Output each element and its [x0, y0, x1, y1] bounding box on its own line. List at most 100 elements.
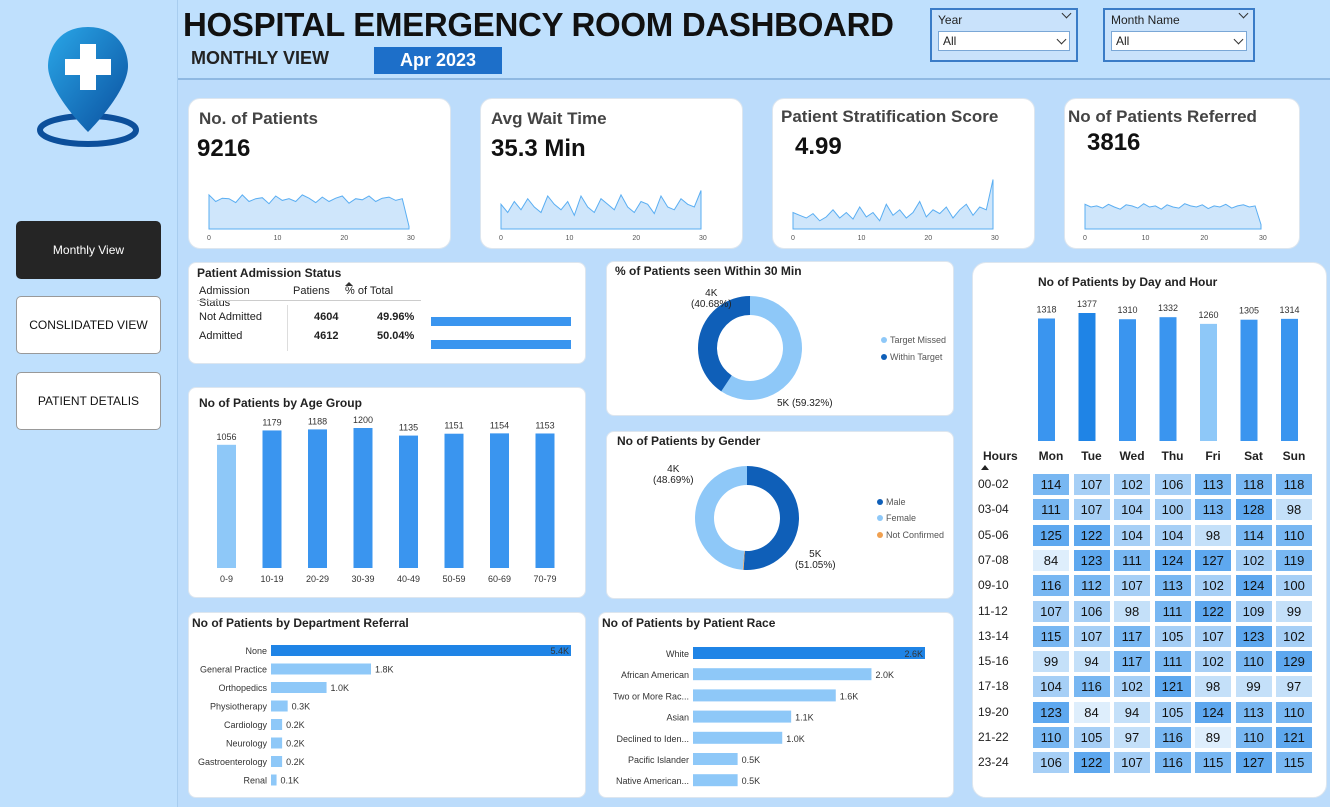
bar-value-label: 0.1K	[281, 776, 300, 786]
heatmap-cell: 124	[1154, 549, 1191, 571]
heatmap-cell: 105	[1073, 727, 1110, 748]
year-slicer[interactable]: Year All	[930, 8, 1078, 62]
hours-header: Hours	[983, 449, 1018, 463]
heatmap-cell: 113	[1235, 701, 1272, 723]
heatmap-cell: 104	[1114, 499, 1150, 521]
heatmap-cell: 127	[1235, 752, 1272, 774]
bar-category-label: Gastroenterology	[198, 757, 268, 767]
age-group-card: No of Patients by Age Group 1056 0-9 1179 1…	[188, 387, 586, 598]
age-group-category-label: 40-49	[397, 574, 420, 584]
heatmap-cell: 107	[1114, 752, 1150, 774]
age-group-bar	[444, 433, 464, 568]
within-30-donut	[698, 296, 802, 400]
header: HOSPITAL EMERGENCY ROOM DASHBOARD MONTHL…	[178, 0, 1330, 80]
patient-race-chart: White 2.6K African American 2.0K Two or More…	[613, 647, 925, 787]
heatmap-cell: 100	[1154, 499, 1191, 521]
heatmap-cell: 123	[1235, 625, 1272, 647]
heatmap-cell: 98	[1195, 524, 1231, 546]
day-total-bar	[1119, 319, 1136, 441]
heatmap-cell: 104	[1154, 524, 1191, 546]
bar-value-label: 2.0K	[875, 670, 894, 680]
bar	[693, 731, 783, 744]
sort-icon[interactable]	[981, 465, 989, 470]
age-group-category-label: 20-29	[306, 574, 329, 584]
nav-monthly-view-button[interactable]: Monthly View	[16, 221, 161, 279]
age-group-value-label: 1154	[490, 420, 509, 430]
heatmap-cell: 116	[1154, 727, 1191, 748]
heatmap-cell: 94	[1073, 651, 1110, 673]
heatmap-cell: 124	[1195, 701, 1231, 723]
card-title: No of Patients by Gender	[617, 434, 761, 448]
legend-item[interactable]: Male	[877, 497, 906, 507]
legend-item[interactable]: Female	[877, 513, 916, 523]
heatmap-cell: 107	[1073, 474, 1110, 495]
bar-value-label: 0.5K	[742, 776, 761, 786]
month-select[interactable]: All	[1111, 31, 1247, 51]
heatmap-cell: 116	[1073, 676, 1110, 698]
age-group-value-label: 1151	[444, 421, 463, 431]
heatmap-cell: 99	[1235, 676, 1272, 698]
age-group-bar	[217, 444, 236, 568]
heatmap-cell: 115	[1033, 625, 1069, 647]
donut-slice-female	[694, 466, 747, 570]
donut-label: 4K	[705, 288, 718, 299]
sparkline-tick-label: 0	[1083, 235, 1087, 242]
heatmap-cell: 84	[1033, 549, 1069, 571]
legend-item[interactable]: Within Target	[881, 352, 942, 362]
month-slicer[interactable]: Month Name All	[1103, 8, 1255, 62]
sparkline-area	[1084, 203, 1262, 230]
kpi-value: 35.3 Min	[491, 135, 586, 162]
bar-value-label: 1.0K	[786, 734, 805, 744]
kpi-wait-time-card: Avg Wait Time 35.3 Min 0 10 20 30	[480, 98, 743, 249]
page-subtitle: MONTHLY VIEW	[191, 48, 330, 68]
heatmap-cell: 129	[1276, 651, 1312, 673]
legend-item[interactable]: Not Confirmed	[877, 530, 944, 540]
bar	[271, 774, 277, 786]
chevron-down-icon[interactable]	[1238, 8, 1249, 19]
bar-value-label: 0.2K	[286, 739, 305, 749]
legend-item[interactable]: Target Missed	[881, 335, 946, 345]
heatmap-cell: 128	[1235, 499, 1272, 521]
card-title: No of Patients by Patient Race	[602, 616, 776, 630]
sidebar: Monthly View CONSLIDATED VIEW PATIENT DE…	[0, 0, 178, 807]
heatmap-cell: 102	[1114, 676, 1150, 698]
sparkline-tick-label: 0	[499, 235, 503, 242]
heatmap-cell: 114	[1235, 524, 1272, 546]
day-header: Mon	[1038, 449, 1064, 463]
kpi-title: No. of Patients	[199, 109, 319, 128]
sort-icon[interactable]	[345, 282, 353, 286]
nav-patient-details-button[interactable]: PATIENT DETALIS	[16, 372, 161, 430]
age-group-bar	[353, 428, 373, 568]
heatmap-cell: 113	[1195, 499, 1231, 521]
year-select[interactable]: All	[938, 31, 1070, 51]
admission-bar-admitted	[431, 340, 571, 349]
sparkline-tick-label: 30	[991, 235, 999, 242]
heatmap-cell: 118	[1235, 474, 1272, 495]
hour-label: 03-04	[978, 502, 1009, 517]
day-total-label: 1305	[1239, 306, 1259, 316]
heatmap-cell: 122	[1073, 524, 1110, 546]
heatmap-cell: 122	[1195, 600, 1231, 622]
heatmap-cell: 106	[1154, 474, 1191, 495]
day-total-label: 1377	[1077, 299, 1097, 309]
bar-value-label: 2.6K	[904, 649, 923, 659]
heatmap-cell: 109	[1235, 600, 1272, 622]
kpi-title: No of Patients Referred	[1068, 107, 1257, 126]
hour-label: 00-02	[978, 477, 1009, 491]
day-header: Wed	[1119, 449, 1145, 463]
bar-value-label: 0.2K	[286, 720, 305, 730]
heatmap-cell: 99	[1033, 651, 1069, 673]
donut-label: (51.05%)	[795, 560, 836, 571]
age-group-chart: 1056 0-9 1179 10-19 1188 20-29 1200 30-39 1135 40…	[216, 415, 556, 584]
admission-status-card: Patient Admission Status Admission Statu…	[188, 262, 586, 364]
heatmap-cell: 97	[1114, 727, 1150, 748]
nav-consolidated-view-button[interactable]: CONSLIDATED VIEW	[16, 296, 161, 354]
bar-category-label: White	[666, 649, 689, 659]
sparkline-tick-label: 20	[1200, 235, 1208, 242]
col-header: % of Total	[345, 285, 394, 297]
heatmap-cell: 89	[1195, 727, 1231, 748]
heatmap-cell: 107	[1195, 625, 1231, 647]
chevron-down-icon[interactable]	[1061, 8, 1072, 19]
heatmap-cell: 98	[1195, 676, 1231, 698]
bar	[271, 700, 288, 712]
